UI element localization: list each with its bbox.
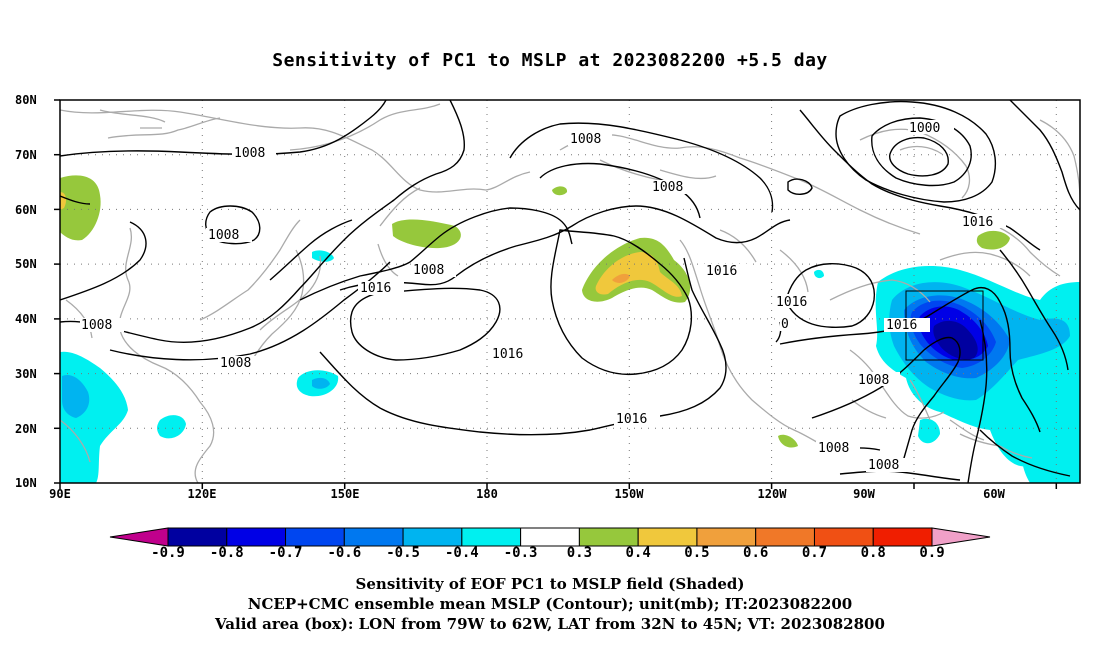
contour-label: 1016	[492, 347, 523, 362]
contour-label: 0	[781, 317, 789, 332]
colorbar-tick-label: 0.9	[919, 545, 944, 561]
lon-label: 120E	[188, 487, 217, 501]
colorbar-tick-label: -0.8	[210, 545, 244, 561]
shade-green-labrador	[976, 230, 1010, 250]
contour-label: 1016	[360, 281, 391, 296]
colorbar-cell	[226, 527, 287, 547]
lon-label: 150W	[615, 487, 645, 501]
colorbar-cell	[578, 527, 639, 547]
colorbar-cell	[285, 527, 345, 547]
lon-label: 60W	[983, 487, 1005, 501]
caption-line-3: Valid area (box): LON from 79W to 62W, L…	[215, 615, 885, 633]
colorbar-tick-label: -0.3	[504, 545, 538, 561]
shade-cyan-atlantic-tail	[1021, 432, 1080, 483]
lon-label: 150E	[331, 487, 360, 501]
colorbar-cell	[402, 527, 463, 547]
colorbar-tick-label: 0.7	[802, 545, 827, 561]
shade-cyan-se	[918, 418, 940, 444]
shade-cyan-philippines	[157, 415, 186, 439]
contour-label: 1008	[208, 228, 239, 243]
shade-green-west	[60, 175, 101, 241]
colorbar-tick-label: 0.4	[626, 545, 651, 561]
contour-label: 1016	[616, 412, 647, 427]
shade-orange-goa-dark	[612, 273, 630, 283]
shade-green-caribbean	[778, 434, 798, 448]
contour-label: 1008	[868, 458, 899, 473]
colorbar-cell	[167, 527, 228, 547]
lon-label: 120W	[758, 487, 788, 501]
contour-label: 1016	[706, 264, 737, 279]
contour-label: 1008	[81, 318, 112, 333]
lon-label: 90W	[853, 487, 875, 501]
contour-label: 1008	[220, 356, 251, 371]
colorbar-cell	[813, 527, 874, 547]
latitude-labels: 80N 70N 60N 50N 40N 30N 20N 10N	[15, 93, 37, 490]
lat-label: 20N	[15, 422, 37, 436]
contour-label: 1008	[570, 132, 601, 147]
colorbar-cell	[461, 527, 522, 547]
colorbar-tick-label: 0.3	[567, 545, 592, 561]
colorbar-cell	[520, 527, 580, 547]
map-title: Sensitivity of PC1 to MSLP at 2023082200…	[272, 50, 828, 71]
colorbar-cell	[343, 527, 404, 547]
shade-cyan-sakhalin	[312, 250, 334, 262]
colorbar-cell	[637, 527, 698, 547]
shade-blue-asia	[62, 374, 90, 418]
caption-block: Sensitivity of EOF PC1 to MSLP field (Sh…	[0, 574, 1100, 634]
shade-green-okhotsk	[392, 219, 461, 249]
lat-label: 50N	[15, 257, 37, 271]
caption-line-2: NCEP+CMC ensemble mean MSLP (Contour); u…	[247, 595, 853, 613]
colorbar-tick-label: 0.6	[743, 545, 768, 561]
colorbar-low-arrow	[109, 527, 169, 547]
contour-label: 1008	[652, 180, 683, 195]
axis-ticks	[54, 99, 1058, 489]
lat-label: 70N	[15, 148, 37, 162]
colorbar-tick-label: -0.4	[445, 545, 479, 561]
shade-cyan-asia	[60, 351, 128, 483]
lon-label: 90E	[49, 487, 71, 501]
contour-label: 1008	[818, 441, 849, 456]
lat-label: 80N	[15, 93, 37, 107]
colorbar: -0.9 -0.8 -0.7 -0.6 -0.5 -0.4 -0.3 0.3 0.4 0.5 0.6…	[109, 527, 991, 561]
graticule	[60, 100, 1080, 483]
colorbar-tick-label: -0.9	[151, 545, 185, 561]
lat-label: 30N	[15, 367, 37, 381]
colorbar-tick-label: 0.8	[861, 545, 886, 561]
lat-label: 40N	[15, 312, 37, 326]
shade-green-arctic	[552, 186, 568, 196]
colorbar-tick-label: 0.5	[684, 545, 709, 561]
colorbar-high-arrow	[931, 527, 991, 547]
contour-label: 1008	[413, 263, 444, 278]
colorbar-tick-label: -0.5	[386, 545, 420, 561]
contour-label: 1008	[858, 373, 889, 388]
coastlines	[60, 103, 1080, 483]
contour-label: 1016	[962, 215, 993, 230]
colorbar-cell	[696, 527, 757, 547]
longitude-labels: 90E 120E 150E 180 150W 120W 90W 60W	[49, 487, 1005, 501]
shade-blue-japan	[312, 377, 330, 389]
lon-label: 180	[476, 487, 498, 501]
contour-label: 1008	[234, 146, 265, 161]
contour-labels: 1008 1008 1000 1008 1008 1016 1016 1008 …	[80, 120, 1006, 473]
shade-cyan-great-lakes	[814, 269, 824, 279]
contour-label: 1016	[886, 318, 917, 333]
contour-label: 1016	[776, 295, 807, 310]
colorbar-tick-label: -0.6	[327, 545, 361, 561]
lat-label: 10N	[15, 476, 37, 490]
map-frame	[59, 99, 1081, 484]
lat-label: 60N	[15, 203, 37, 217]
colorbar-cell	[872, 527, 933, 547]
colorbar-tick-label: -0.7	[269, 545, 303, 561]
contour-label: 1000	[909, 121, 940, 136]
shade-orange-goa	[595, 252, 682, 297]
colorbar-cell	[755, 527, 815, 547]
caption-line-1: Sensitivity of EOF PC1 to MSLP field (Sh…	[355, 575, 745, 593]
